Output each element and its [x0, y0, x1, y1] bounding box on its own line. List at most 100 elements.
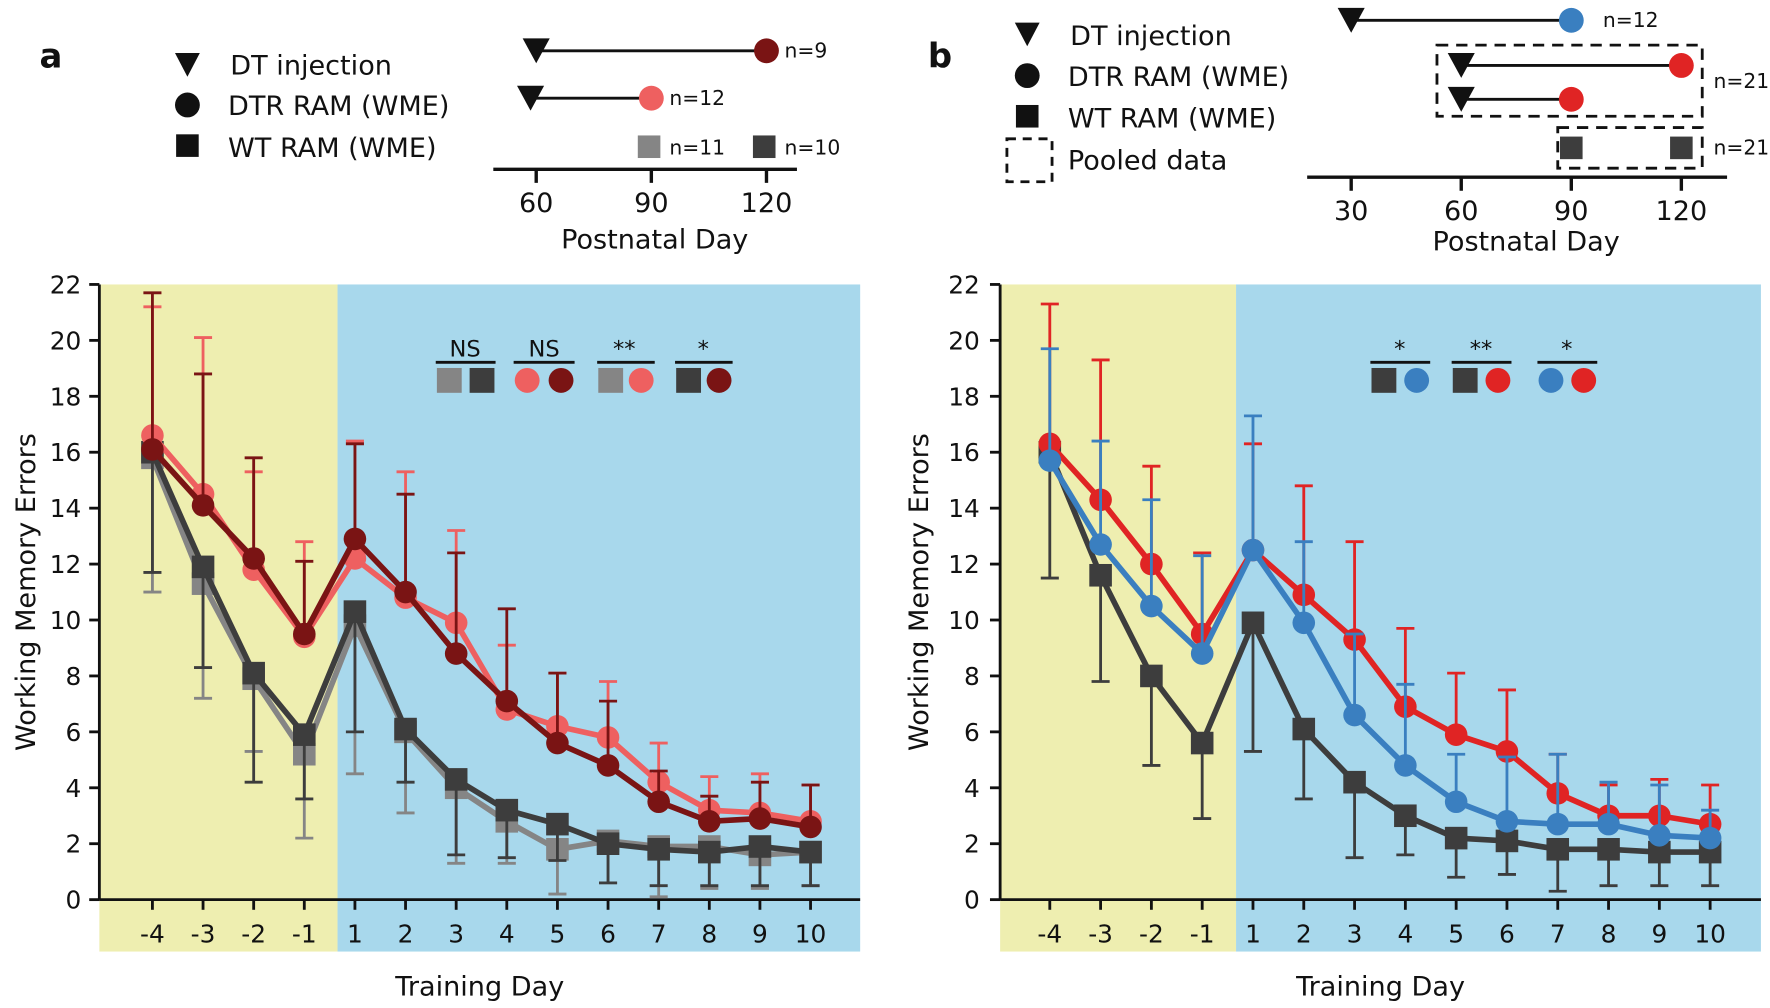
significance-label: * — [698, 337, 709, 363]
data-point — [1495, 829, 1519, 853]
x-tick-label: 8 — [701, 920, 717, 949]
y-tick-label: 0 — [66, 886, 82, 915]
x-tick-label: 6 — [1499, 920, 1515, 949]
pooled-dtr-box — [1435, 43, 1704, 118]
legend-dtr-ram: DTR RAM (WME) — [228, 91, 449, 122]
x-tick-label: 9 — [752, 920, 768, 949]
data-point — [394, 717, 417, 741]
data-point — [1190, 642, 1214, 665]
data-point — [799, 815, 822, 839]
x-tick-label: -4 — [140, 920, 165, 949]
significance-annotation: * — [1537, 337, 1598, 393]
pooled-wt-box — [1556, 126, 1704, 170]
circle-icon — [1014, 63, 1040, 89]
panel-b-letter: b — [928, 37, 952, 76]
group-n: n=12 — [669, 86, 725, 110]
data-point — [596, 754, 620, 777]
test-day-circle — [1558, 86, 1584, 112]
data-point — [1394, 804, 1417, 828]
wt-test-square — [637, 135, 661, 159]
x-tick-label: 5 — [550, 920, 566, 949]
y-tick-label: 6 — [964, 718, 980, 747]
data-point — [748, 807, 772, 830]
y-tick-label: 20 — [50, 326, 82, 355]
x-tick-label: 9 — [1651, 920, 1667, 949]
data-point — [1140, 594, 1163, 618]
y-tick-label: 0 — [964, 886, 980, 915]
triangle-icon — [174, 53, 200, 77]
timeline-tick-label: 30 — [1334, 196, 1368, 227]
legend-dt-injection: DT injection — [230, 50, 392, 81]
x-tick-label: 3 — [1347, 920, 1363, 949]
legend-dt-injection: DT injection — [1070, 21, 1232, 52]
data-point — [1140, 664, 1163, 688]
x-tick-label: -1 — [292, 920, 317, 949]
data-point — [596, 832, 620, 855]
significance-label: * — [1561, 337, 1572, 363]
data-point — [191, 494, 215, 517]
series-3 — [141, 291, 822, 839]
y-axis-title: Working Memory Errors — [11, 433, 42, 751]
y-tick-label: 8 — [964, 662, 980, 691]
data-point — [1089, 563, 1112, 587]
significance-label: NS — [449, 337, 480, 363]
data-point — [293, 622, 316, 646]
significance-marker — [1404, 367, 1430, 393]
y-tick-label: 20 — [948, 326, 980, 355]
legend-wt-ram: WT RAM (WME) — [228, 133, 437, 164]
significance-marker — [628, 367, 654, 393]
y-tick-label: 18 — [50, 382, 82, 411]
test-day-circle — [638, 85, 664, 111]
test-day-circle — [1668, 53, 1694, 78]
y-tick-label: 8 — [66, 662, 82, 691]
data-point — [1292, 611, 1316, 635]
y-tick-label: 6 — [66, 718, 82, 747]
x-tick-label: 4 — [499, 920, 515, 949]
significance-marker — [1485, 367, 1511, 393]
y-tick-label: 18 — [948, 382, 980, 411]
panel-b-legend: DT injection DTR RAM (WME) WT RAM (WME) … — [1005, 21, 1289, 184]
y-tick-label: 16 — [948, 438, 980, 467]
pooled-wt-n: n=21 — [1714, 136, 1770, 160]
data-point — [394, 580, 417, 604]
data-point — [1343, 703, 1366, 727]
y-tick-label: 16 — [50, 438, 82, 467]
data-point — [191, 555, 215, 579]
wt-test-square — [752, 135, 776, 159]
x-tick-label: 7 — [651, 920, 667, 949]
test-day-circle — [1558, 7, 1584, 33]
significance-marker — [548, 367, 574, 393]
data-point — [1648, 824, 1671, 847]
legend-dtr-ram: DTR RAM (WME) — [1068, 62, 1289, 93]
data-point — [1495, 810, 1519, 833]
y-tick-label: 2 — [964, 830, 980, 859]
data-point — [141, 438, 164, 461]
pooled-dtr-n: n=21 — [1714, 69, 1770, 93]
significance-annotation: ** — [1451, 337, 1512, 393]
group-n: n=11 — [669, 136, 725, 160]
x-tick-label: 8 — [1601, 920, 1617, 949]
data-point — [1444, 723, 1468, 746]
significance-annotation: * — [1370, 337, 1431, 393]
significance-label: * — [1394, 337, 1405, 363]
x-tick-label: 3 — [448, 920, 464, 949]
significance-marker — [1371, 367, 1397, 393]
data-point — [444, 642, 468, 665]
dt-injection-triangle — [522, 38, 550, 64]
data-point — [1444, 790, 1468, 814]
timeline-xlabel: Postnatal Day — [561, 224, 748, 255]
data-point — [1292, 717, 1316, 741]
data-point — [647, 790, 670, 814]
triangle-icon — [1014, 22, 1040, 47]
square-icon — [1015, 104, 1039, 128]
data-point — [1444, 826, 1468, 850]
pretraining-phase-background — [1000, 284, 1237, 952]
wt-test-square — [1670, 136, 1693, 160]
data-point — [242, 661, 265, 685]
y-tick-label: 2 — [66, 830, 82, 859]
group-n: n=12 — [1603, 8, 1659, 32]
x-tick-label: 10 — [1694, 920, 1726, 949]
